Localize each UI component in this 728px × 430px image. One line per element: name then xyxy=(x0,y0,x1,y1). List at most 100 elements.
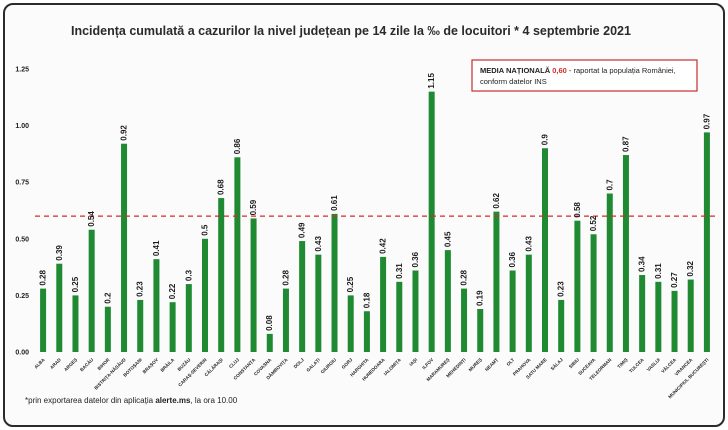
data-label: 0.5 xyxy=(201,224,210,236)
legend-box: MEDIA NAȚIONALĂ 0,60 - raportat la popul… xyxy=(471,59,698,92)
y-tick-label: 0.25 xyxy=(15,293,29,300)
legend-title: MEDIA NAȚIONALĂ xyxy=(480,66,551,75)
footnote: *prin exportarea datelor din aplicația a… xyxy=(25,396,238,405)
x-tick-label: MUREȘ xyxy=(468,357,484,373)
bar xyxy=(477,308,484,352)
x-tick-label: GORJ xyxy=(341,357,354,370)
bar xyxy=(250,218,257,352)
bar xyxy=(655,281,662,352)
x-tick-label: BRAȘOV xyxy=(142,357,161,376)
legend-value: 0,60 xyxy=(552,66,567,75)
y-axis: 0.00 0.25 0.50 0.75 1.00 1.25 xyxy=(15,67,29,357)
bar xyxy=(493,211,500,352)
data-label: 0.36 xyxy=(508,251,517,267)
bar xyxy=(121,143,128,352)
y-tick-label: 1.25 xyxy=(15,67,29,74)
x-tick-label: NEAMȚ xyxy=(484,357,499,372)
data-label: 1.15 xyxy=(427,73,436,89)
bar xyxy=(282,288,289,352)
data-label: 0.3 xyxy=(184,269,193,281)
bar xyxy=(104,306,111,352)
data-label: 0.31 xyxy=(395,263,404,279)
bar xyxy=(56,263,63,352)
data-label: 0.25 xyxy=(71,276,80,292)
data-label: 0.68 xyxy=(217,179,226,195)
legend-line-1: MEDIA NAȚIONALĂ 0,60 - raportat la popul… xyxy=(480,66,676,75)
bar xyxy=(509,270,516,352)
data-label: 0.27 xyxy=(670,272,679,288)
x-tick-label: ARGEȘ xyxy=(63,357,79,373)
bar xyxy=(703,132,710,352)
x-tick-label: BRĂILA xyxy=(159,356,176,373)
data-label: 0.28 xyxy=(281,269,290,285)
x-tick-label: VASLUI xyxy=(646,357,661,372)
data-label: 0.45 xyxy=(443,231,452,247)
bar xyxy=(347,295,354,352)
bar xyxy=(671,290,678,352)
bar xyxy=(687,279,694,352)
chart-frame: Incidența cumulată a cazurilor la nivel … xyxy=(3,3,725,427)
data-label: 0.23 xyxy=(136,281,145,297)
data-label: 0.7 xyxy=(605,179,614,191)
data-label: 0.87 xyxy=(621,136,630,152)
data-label: 0.31 xyxy=(654,263,663,279)
bar xyxy=(315,254,322,352)
bar xyxy=(639,275,646,352)
footnote-source: alerte.ms xyxy=(155,396,191,405)
data-label: 0.18 xyxy=(362,292,371,308)
x-tick-label: GALAȚI xyxy=(305,357,321,373)
x-tick-label: ALBA xyxy=(33,357,46,370)
bar xyxy=(363,311,370,352)
y-tick-label: 0.75 xyxy=(15,180,29,187)
bar xyxy=(396,281,403,352)
data-label: 0.86 xyxy=(233,138,242,154)
x-tick-label: ARAD xyxy=(49,357,62,370)
y-tick-label: 1.00 xyxy=(15,123,29,130)
footnote-prefix: *prin exportarea datelor din aplicația xyxy=(25,396,155,405)
bar xyxy=(266,333,273,352)
data-labels-group: 0.28 0.39 0.25 0.54 0.2 0.92 0.23 0.41 0.22 0.3 0.… xyxy=(39,73,712,331)
bar xyxy=(218,198,225,352)
bar xyxy=(40,288,47,352)
data-label: 0.08 xyxy=(265,315,274,331)
y-tick-label: 0.50 xyxy=(15,236,29,243)
data-label: 0.28 xyxy=(39,269,48,285)
bar xyxy=(525,254,532,352)
data-label: 0.62 xyxy=(492,193,501,209)
x-tick-label: SĂLAJ xyxy=(549,356,564,371)
data-label: 0.36 xyxy=(411,251,420,267)
legend-rest: - raportat la populația României, xyxy=(567,66,676,75)
x-tick-label: IALOMIȚA xyxy=(383,357,403,377)
bar xyxy=(72,295,79,352)
bar xyxy=(444,250,451,352)
bar xyxy=(412,270,419,352)
bar xyxy=(606,193,613,352)
data-label: 0.23 xyxy=(557,281,566,297)
bar xyxy=(169,302,176,352)
data-label: 0.39 xyxy=(55,245,64,261)
bar xyxy=(380,256,387,352)
x-tick-label: ILFOV xyxy=(421,357,435,371)
data-label: 0.9 xyxy=(541,134,550,146)
data-label: 0.97 xyxy=(702,113,711,129)
legend-line-2: conform datelor INS xyxy=(480,77,547,86)
data-label: 0.34 xyxy=(638,256,647,272)
x-tick-label: OLT xyxy=(506,357,516,367)
bar xyxy=(558,299,565,352)
footnote-suffix: , la ora 10.00 xyxy=(190,396,237,405)
x-axis: ALBA ARAD ARGEȘ BACĂU BIHORBISTRIȚA-NĂSĂUDBO… xyxy=(33,356,710,400)
x-tick-label: GIURGIU xyxy=(320,357,338,375)
bar xyxy=(622,155,629,352)
x-tick-label: BACĂU xyxy=(78,356,94,372)
data-label: 0.19 xyxy=(476,290,485,306)
bars-group xyxy=(40,91,710,352)
bar xyxy=(331,213,338,352)
bar xyxy=(88,229,95,352)
x-tick-label: CLUJ xyxy=(228,357,240,369)
bar xyxy=(299,241,306,352)
bar xyxy=(542,148,548,352)
bar xyxy=(185,284,192,352)
bar xyxy=(234,157,241,352)
bar xyxy=(153,259,160,352)
bar xyxy=(137,299,144,352)
